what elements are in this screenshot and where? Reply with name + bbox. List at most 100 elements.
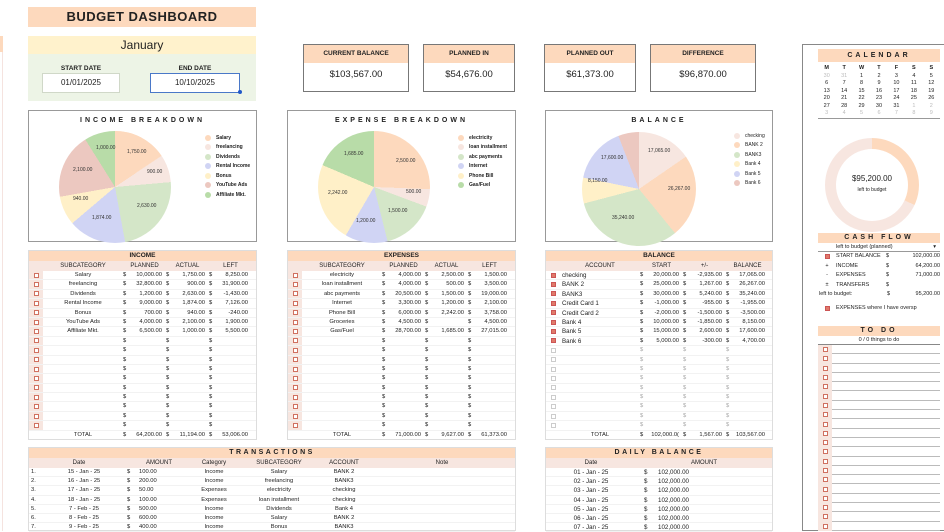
row-checkbox[interactable] bbox=[33, 385, 39, 391]
todo-checkbox[interactable] bbox=[822, 430, 828, 436]
calendar-day[interactable]: 20 bbox=[823, 95, 830, 101]
calendar-day[interactable]: 5 bbox=[929, 72, 933, 79]
calendar-day[interactable]: 15 bbox=[858, 87, 865, 94]
selection-handle[interactable] bbox=[238, 90, 242, 94]
calendar-day[interactable]: 3 bbox=[894, 72, 898, 79]
todo-item[interactable] bbox=[818, 410, 940, 420]
calendar-day[interactable]: 2 bbox=[877, 72, 881, 79]
row-checkbox[interactable] bbox=[550, 366, 556, 372]
todo-item[interactable] bbox=[818, 372, 940, 383]
row-checkbox[interactable] bbox=[33, 300, 39, 306]
todo-item[interactable] bbox=[818, 521, 940, 531]
todo-checkbox[interactable] bbox=[822, 477, 828, 483]
todo-item[interactable] bbox=[818, 493, 940, 504]
row-checkbox[interactable] bbox=[550, 404, 556, 410]
row-checkbox[interactable] bbox=[292, 394, 298, 400]
todo-item[interactable] bbox=[818, 512, 940, 522]
row-checkbox[interactable] bbox=[292, 404, 298, 410]
row-checkbox[interactable] bbox=[33, 366, 39, 372]
row-checkbox[interactable] bbox=[292, 413, 298, 419]
transaction-row[interactable]: 1. 15 - Jan - 25 $100.00 Income Salary BANK 2 bbox=[29, 468, 515, 478]
calendar-day[interactable]: 6 bbox=[877, 110, 881, 116]
row-checkbox[interactable] bbox=[550, 329, 556, 335]
row-checkbox[interactable] bbox=[292, 357, 298, 363]
transaction-row[interactable]: 5. 7 - Feb - 25 $500.00 Income Dividends Bank… bbox=[29, 505, 515, 514]
todo-checkbox[interactable] bbox=[822, 440, 828, 446]
calendar-day[interactable]: 10 bbox=[893, 80, 900, 86]
calendar-day[interactable]: 7 bbox=[842, 80, 846, 86]
todo-item[interactable] bbox=[818, 484, 940, 494]
row-checkbox[interactable] bbox=[550, 282, 556, 288]
row-checkbox[interactable] bbox=[550, 385, 556, 391]
row-checkbox[interactable] bbox=[550, 319, 556, 325]
todo-item[interactable] bbox=[818, 363, 940, 373]
row-checkbox[interactable] bbox=[33, 394, 39, 400]
row-checkbox[interactable] bbox=[292, 422, 298, 428]
calendar-day[interactable]: 18 bbox=[910, 87, 917, 94]
calendar-day[interactable]: 3 bbox=[825, 110, 829, 116]
todo-checkbox[interactable] bbox=[822, 449, 828, 455]
row-checkbox[interactable] bbox=[33, 310, 39, 316]
todo-item[interactable] bbox=[818, 465, 940, 476]
todo-item[interactable] bbox=[818, 475, 940, 485]
row-checkbox[interactable] bbox=[292, 310, 298, 316]
todo-checkbox[interactable] bbox=[822, 495, 828, 501]
calendar-day[interactable]: 30 bbox=[875, 102, 883, 109]
row-checkbox[interactable] bbox=[292, 385, 298, 391]
calendar-day[interactable]: 17 bbox=[893, 87, 900, 94]
calendar-day[interactable]: 31 bbox=[841, 72, 848, 79]
row-checkbox[interactable] bbox=[33, 422, 39, 428]
cash-flow-dropdown[interactable]: left to budget (planned) ▾ bbox=[818, 243, 940, 252]
row-checkbox[interactable] bbox=[33, 282, 39, 288]
row-checkbox[interactable] bbox=[550, 310, 556, 316]
calendar-day[interactable]: 29 bbox=[858, 102, 865, 109]
row-checkbox[interactable] bbox=[550, 375, 556, 381]
row-checkbox[interactable] bbox=[33, 375, 39, 381]
todo-checkbox[interactable] bbox=[822, 375, 828, 381]
calendar-day[interactable]: 4 bbox=[842, 110, 846, 116]
row-checkbox[interactable] bbox=[550, 394, 556, 400]
calendar-day[interactable]: 9 bbox=[929, 110, 933, 116]
calendar-day[interactable]: 2 bbox=[929, 102, 933, 109]
row-checkbox[interactable] bbox=[292, 347, 298, 353]
month-selector[interactable]: January bbox=[28, 36, 256, 54]
calendar-day[interactable]: 9 bbox=[877, 80, 881, 86]
row-checkbox[interactable] bbox=[33, 404, 39, 410]
end-date-input[interactable]: 10/10/2025 bbox=[150, 73, 240, 93]
calendar-day[interactable]: 7 bbox=[894, 110, 898, 116]
calendar-day[interactable]: 26 bbox=[928, 95, 935, 101]
calendar-day[interactable]: 8 bbox=[860, 80, 864, 86]
row-checkbox[interactable] bbox=[292, 282, 298, 288]
row-checkbox[interactable] bbox=[33, 338, 39, 344]
row-checkbox[interactable] bbox=[33, 272, 39, 278]
todo-checkbox[interactable] bbox=[822, 486, 828, 492]
todo-checkbox[interactable] bbox=[822, 393, 828, 399]
row-checkbox[interactable] bbox=[292, 319, 298, 325]
todo-checkbox[interactable] bbox=[822, 523, 828, 529]
row-checkbox[interactable] bbox=[550, 272, 556, 278]
calendar-day[interactable]: 30 bbox=[823, 72, 830, 79]
calendar-day[interactable]: 14 bbox=[841, 87, 848, 94]
row-checkbox[interactable] bbox=[550, 347, 556, 353]
todo-item[interactable] bbox=[818, 437, 940, 448]
expense-breakdown-chart[interactable]: EXPENSE BREAKDOWN 2,500.00 500.00 1,500.… bbox=[287, 110, 516, 243]
calendar-day[interactable]: 1 bbox=[912, 102, 916, 109]
balance-chart[interactable]: BALANCE 17,065.00 26,267.00 35,240.00 8,… bbox=[545, 110, 773, 246]
todo-checkbox[interactable] bbox=[822, 458, 828, 464]
calendar-day[interactable]: 8 bbox=[912, 110, 916, 116]
row-checkbox[interactable] bbox=[33, 291, 39, 297]
calendar-day[interactable]: 22 bbox=[858, 95, 865, 101]
todo-item[interactable] bbox=[818, 456, 940, 466]
todo-item[interactable] bbox=[818, 447, 940, 457]
todo-item[interactable] bbox=[818, 354, 940, 364]
calendar-day[interactable]: 4 bbox=[912, 72, 916, 79]
row-checkbox[interactable] bbox=[33, 319, 39, 325]
calendar-day[interactable]: 28 bbox=[841, 102, 848, 109]
calendar-day[interactable]: 1 bbox=[860, 72, 864, 79]
todo-checkbox[interactable] bbox=[822, 384, 828, 390]
todo-checkbox[interactable] bbox=[822, 514, 828, 520]
todo-item[interactable] bbox=[818, 428, 940, 438]
row-checkbox[interactable] bbox=[292, 366, 298, 372]
row-checkbox[interactable] bbox=[33, 357, 39, 363]
todo-checkbox[interactable] bbox=[822, 421, 828, 427]
